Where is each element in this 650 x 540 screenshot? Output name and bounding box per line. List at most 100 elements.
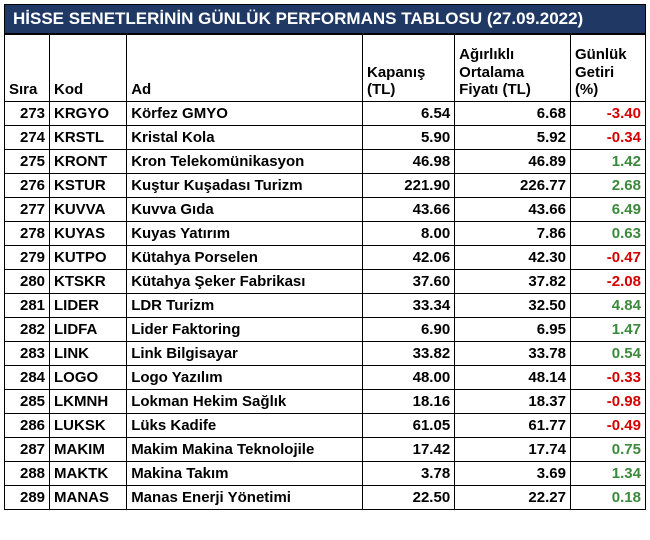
cell-sira: 285 (5, 390, 50, 414)
cell-get: 0.63 (570, 222, 645, 246)
cell-get: -0.49 (570, 414, 645, 438)
cell-sira: 279 (5, 246, 50, 270)
cell-ad: Kuvva Gıda (127, 198, 363, 222)
col-kod: Kod (50, 35, 127, 102)
cell-get: 0.54 (570, 342, 645, 366)
cell-ad: Kuştur Kuşadası Turizm (127, 174, 363, 198)
cell-kap: 22.50 (363, 486, 455, 510)
col-ad: Ad (127, 35, 363, 102)
cell-kod: MAKIM (50, 438, 127, 462)
cell-ad: Lokman Hekim Sağlık (127, 390, 363, 414)
cell-kod: LIDFA (50, 318, 127, 342)
cell-get: 1.47 (570, 318, 645, 342)
cell-sira: 282 (5, 318, 50, 342)
cell-get: 0.18 (570, 486, 645, 510)
cell-kod: LOGO (50, 366, 127, 390)
cell-get: 1.34 (570, 462, 645, 486)
cell-kod: KUYAS (50, 222, 127, 246)
table-row: 282LIDFALider Faktoring6.906.951.47 (5, 318, 646, 342)
cell-sira: 286 (5, 414, 50, 438)
cell-sira: 273 (5, 102, 50, 126)
cell-ort: 22.27 (455, 486, 571, 510)
cell-ort: 61.77 (455, 414, 571, 438)
table-row: 279KUTPOKütahya Porselen42.0642.30-0.47 (5, 246, 646, 270)
cell-get: 6.49 (570, 198, 645, 222)
cell-get: -0.47 (570, 246, 645, 270)
table-row: 278KUYASKuyas Yatırım8.007.860.63 (5, 222, 646, 246)
cell-kap: 42.06 (363, 246, 455, 270)
cell-sira: 276 (5, 174, 50, 198)
col-getiri: Günlük Getiri (%) (570, 35, 645, 102)
cell-ad: Kütahya Porselen (127, 246, 363, 270)
cell-sira: 284 (5, 366, 50, 390)
cell-kod: KUTPO (50, 246, 127, 270)
cell-sira: 277 (5, 198, 50, 222)
cell-ad: Körfez GMYO (127, 102, 363, 126)
cell-kap: 221.90 (363, 174, 455, 198)
table-row: 273KRGYOKörfez GMYO6.546.68-3.40 (5, 102, 646, 126)
cell-ad: Kütahya Şeker Fabrikası (127, 270, 363, 294)
cell-kap: 8.00 (363, 222, 455, 246)
cell-ad: Kuyas Yatırım (127, 222, 363, 246)
table-row: 275KRONTKron Telekomünikasyon46.9846.891… (5, 150, 646, 174)
table-row: 281LIDERLDR Turizm33.3432.504.84 (5, 294, 646, 318)
cell-get: -0.34 (570, 126, 645, 150)
table-row: 286LUKSKLüks Kadife61.0561.77-0.49 (5, 414, 646, 438)
cell-kod: LUKSK (50, 414, 127, 438)
cell-sira: 289 (5, 486, 50, 510)
cell-kod: KUVVA (50, 198, 127, 222)
col-ortalama: Ağırlıklı Ortalama Fiyatı (TL) (455, 35, 571, 102)
cell-ort: 226.77 (455, 174, 571, 198)
cell-kap: 61.05 (363, 414, 455, 438)
cell-kod: KRONT (50, 150, 127, 174)
cell-ort: 6.95 (455, 318, 571, 342)
cell-get: 1.42 (570, 150, 645, 174)
table-row: 276KSTURKuştur Kuşadası Turizm221.90226.… (5, 174, 646, 198)
cell-ad: Lüks Kadife (127, 414, 363, 438)
cell-kap: 48.00 (363, 366, 455, 390)
cell-kod: KRGYO (50, 102, 127, 126)
cell-get: -0.98 (570, 390, 645, 414)
cell-ad: Link Bilgisayar (127, 342, 363, 366)
cell-kod: LIDER (50, 294, 127, 318)
cell-sira: 288 (5, 462, 50, 486)
cell-ort: 5.92 (455, 126, 571, 150)
table-header-row: Sıra Kod Ad Kapanış (TL) Ağırlıklı Ortal… (5, 35, 646, 102)
cell-sira: 283 (5, 342, 50, 366)
cell-sira: 287 (5, 438, 50, 462)
cell-kap: 5.90 (363, 126, 455, 150)
cell-kap: 43.66 (363, 198, 455, 222)
cell-sira: 275 (5, 150, 50, 174)
col-sira: Sıra (5, 35, 50, 102)
cell-ort: 42.30 (455, 246, 571, 270)
cell-kap: 6.54 (363, 102, 455, 126)
table-title: HİSSE SENETLERİNİN GÜNLÜK PERFORMANS TAB… (4, 4, 646, 34)
cell-kod: LKMNH (50, 390, 127, 414)
cell-ort: 37.82 (455, 270, 571, 294)
cell-ort: 6.68 (455, 102, 571, 126)
cell-kap: 17.42 (363, 438, 455, 462)
cell-kod: KTSKR (50, 270, 127, 294)
cell-get: -3.40 (570, 102, 645, 126)
cell-ad: Logo Yazılım (127, 366, 363, 390)
table-row: 283LINKLink Bilgisayar33.8233.780.54 (5, 342, 646, 366)
cell-ad: Kristal Kola (127, 126, 363, 150)
cell-ort: 18.37 (455, 390, 571, 414)
cell-sira: 274 (5, 126, 50, 150)
cell-sira: 278 (5, 222, 50, 246)
table-row: 287MAKIMMakim Makina Teknolojile17.4217.… (5, 438, 646, 462)
cell-kap: 3.78 (363, 462, 455, 486)
cell-get: -0.33 (570, 366, 645, 390)
cell-ad: Manas Enerji Yönetimi (127, 486, 363, 510)
cell-kap: 18.16 (363, 390, 455, 414)
cell-kod: LINK (50, 342, 127, 366)
cell-ort: 17.74 (455, 438, 571, 462)
cell-kap: 37.60 (363, 270, 455, 294)
cell-ad: Lider Faktoring (127, 318, 363, 342)
table-row: 288MAKTKMakina Takım3.783.691.34 (5, 462, 646, 486)
cell-ad: Makina Takım (127, 462, 363, 486)
cell-ort: 46.89 (455, 150, 571, 174)
cell-ort: 32.50 (455, 294, 571, 318)
cell-ort: 43.66 (455, 198, 571, 222)
cell-kap: 6.90 (363, 318, 455, 342)
